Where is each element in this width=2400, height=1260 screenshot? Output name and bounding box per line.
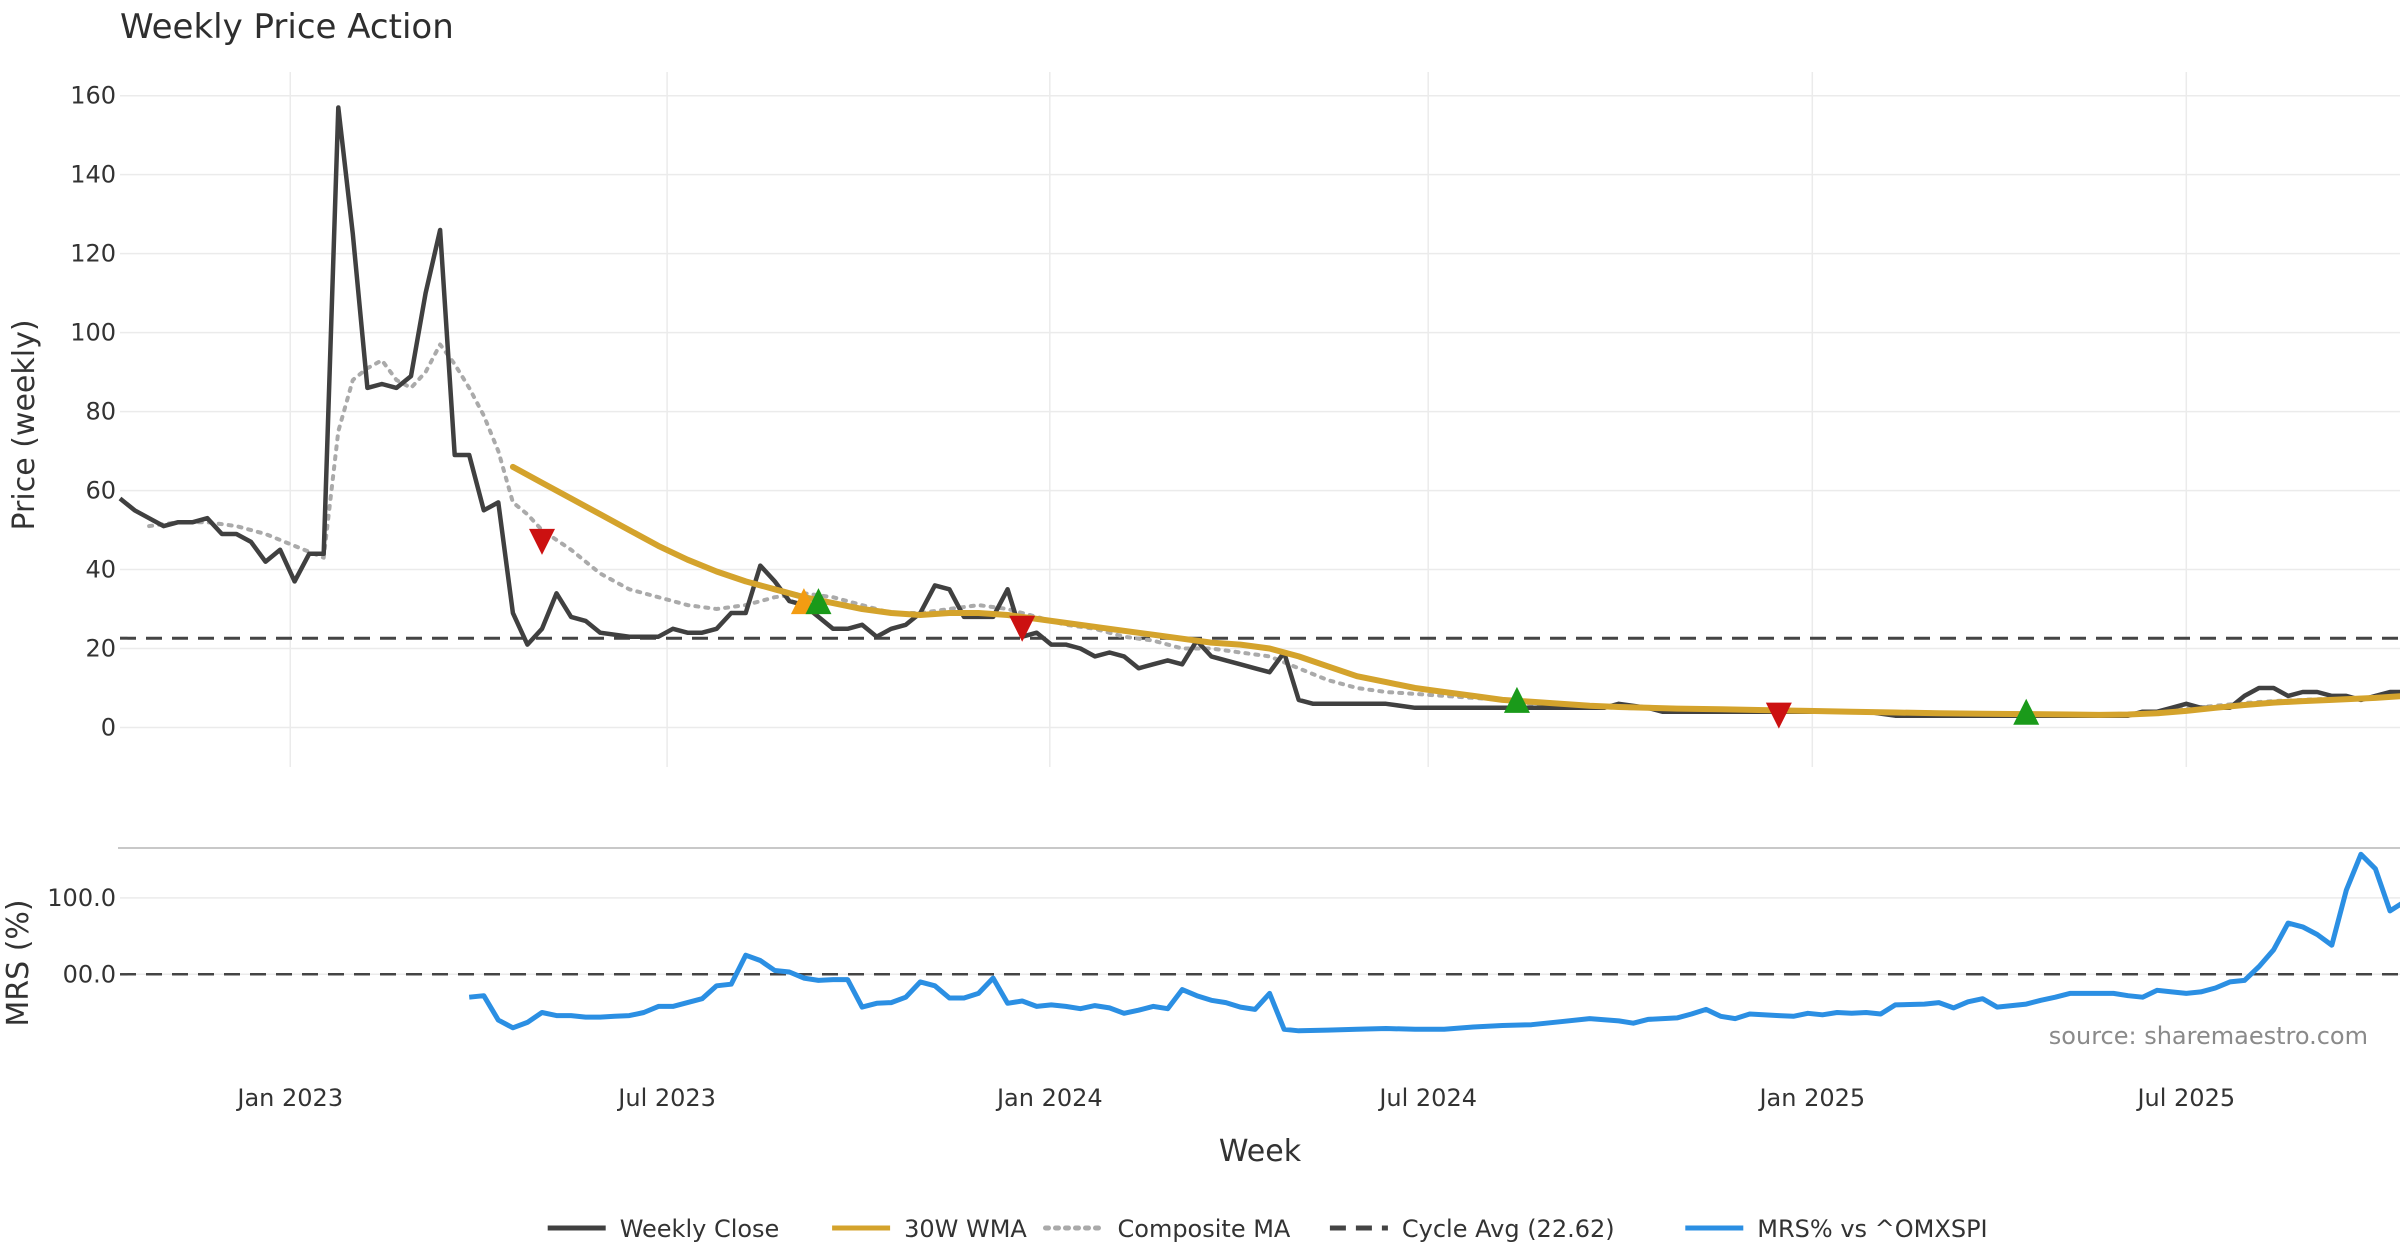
price-tick-label: 120 [70,240,116,268]
price-panel: 0 20 40 60 80 100 120 140 160 [70,82,2400,742]
wma-30w-line [509,463,2400,718]
price-axis-label: Price (weekly) [7,319,42,530]
price-tick-label: 20 [85,635,116,663]
price-tick-label: 40 [85,556,116,584]
chart-title: Weekly Price Action [120,7,454,47]
legend-label: MRS% vs ^OMXSPI [1757,1215,1987,1243]
price-tick-label: 160 [70,82,116,110]
x-tick-label: Jan 2025 [1757,1084,1865,1112]
composite-ma-line [147,342,2400,717]
x-axis-label: Week [1219,1134,1302,1169]
x-tick-label: Jan 2023 [235,1084,343,1112]
sell-marker [528,528,555,555]
x-axis: Jan 2023 Jul 2023 Jan 2024 Jul 2024 Jan 2025… [235,1084,2235,1112]
legend-label: Cycle Avg (22.62) [1402,1215,1615,1243]
x-tick-label: Jan 2024 [995,1084,1103,1112]
source-note: source: sharemaestro.com [2049,1022,2368,1050]
price-tick-label: 80 [85,398,116,426]
price-tick-label: 60 [85,477,116,505]
mrs-line [468,851,2400,1034]
legend-label: 30W WMA [904,1215,1027,1243]
legend-label: Composite MA [1118,1215,1291,1243]
mrs-tick-label: 00.0 [63,960,116,988]
sell-marker [1009,615,1036,642]
x-tick-label: Jul 2025 [2135,1084,2235,1112]
buy-marker [2013,698,2040,725]
x-tick-label: Jul 2023 [616,1084,716,1112]
price-tick-label: 100 [70,319,116,347]
price-tick-label: 0 [101,714,116,742]
price-tick-label: 140 [70,161,116,189]
legend: Weekly Close 30W WMA Composite MA Cycle Avg… [547,1215,1988,1243]
buy-marker [1503,686,1530,713]
grid [120,72,2400,976]
mrs-axis-label: MRS (%) [1,899,36,1026]
x-tick-label: Jul 2024 [1377,1084,1477,1112]
legend-label: Weekly Close [620,1215,780,1243]
buy-marker [805,588,832,615]
sell-marker [1765,702,1792,729]
mrs-panel: 100.0 00.0 [47,851,2400,1034]
mrs-tick-label: 100.0 [47,884,116,912]
